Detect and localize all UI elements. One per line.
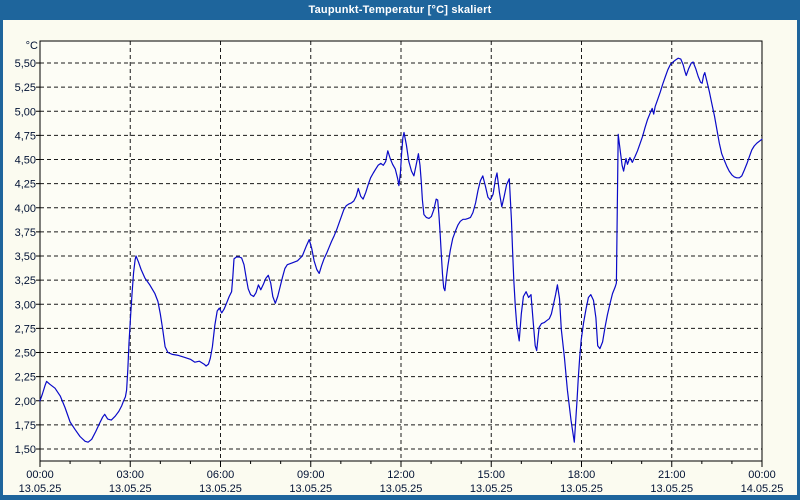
y-tick-label: 1,75 — [15, 420, 36, 432]
x-date-label: 13.05.25 — [470, 483, 513, 495]
x-time-label: 15:00 — [477, 469, 505, 481]
x-time-label: 06:00 — [207, 469, 235, 481]
y-tick-label: 4,75 — [15, 130, 36, 142]
y-tick-label: 3,00 — [15, 299, 36, 311]
y-axis-unit-label: °C — [26, 40, 38, 52]
window-title-bar: Taupunkt-Temperatur [°C] skaliert — [0, 0, 800, 20]
y-tick-label: 5,50 — [15, 58, 36, 70]
y-tick-label: 2,25 — [15, 372, 36, 384]
x-time-label: 09:00 — [297, 469, 325, 481]
y-tick-label: 3,50 — [15, 251, 36, 263]
y-tick-label: 5,00 — [15, 106, 36, 118]
x-time-label: 00:00 — [26, 469, 54, 481]
x-time-label: 00:00 — [748, 469, 776, 481]
y-tick-label: 2,00 — [15, 396, 36, 408]
y-tick-label: 5,25 — [15, 82, 36, 94]
x-date-label: 13.05.25 — [199, 483, 242, 495]
y-tick-label: 1,50 — [15, 444, 36, 456]
x-date-label: 13.05.25 — [109, 483, 152, 495]
y-tick-label: 3,75 — [15, 227, 36, 239]
y-tick-label: 4,00 — [15, 203, 36, 215]
x-time-label: 18:00 — [568, 469, 596, 481]
x-date-label: 13.05.25 — [289, 483, 332, 495]
y-tick-label: 2,75 — [15, 323, 36, 335]
plot-border — [39, 40, 763, 462]
x-date-label: 13.05.25 — [380, 483, 423, 495]
y-tick-label: 4,25 — [15, 179, 36, 191]
x-time-label: 03:00 — [116, 469, 144, 481]
x-time-label: 21:00 — [658, 469, 686, 481]
y-tick-label: 2,50 — [15, 348, 36, 360]
x-date-label: 13.05.25 — [560, 483, 603, 495]
dewpoint-series-line — [39, 57, 763, 443]
x-date-label: 13.05.25 — [19, 483, 62, 495]
y-tick-label: 3,25 — [15, 275, 36, 287]
x-date-label: 13.05.25 — [650, 483, 693, 495]
x-date-label: 14.05.25 — [741, 483, 784, 495]
x-time-label: 12:00 — [387, 469, 415, 481]
y-tick-label: 4,50 — [15, 155, 36, 167]
chart-title: Taupunkt-Temperatur [°C] skaliert — [308, 4, 492, 16]
